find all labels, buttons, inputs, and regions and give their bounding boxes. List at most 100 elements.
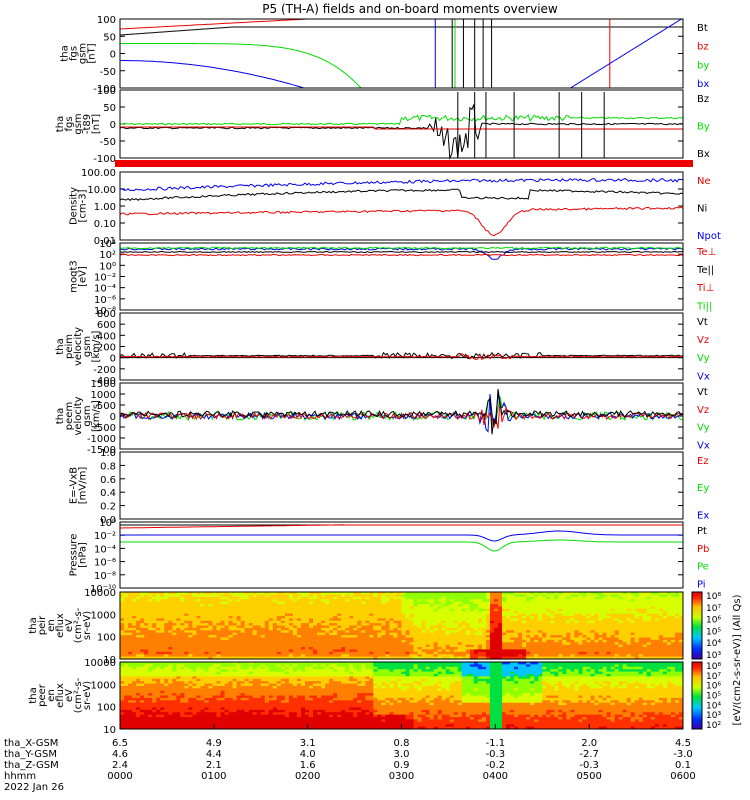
heatmap-cell [473,642,479,646]
heatmap-cell [337,611,342,615]
heatmap-cell [646,632,652,636]
heatmap-cell [200,705,206,709]
heatmap-cell [172,714,177,718]
heatmap-cell [160,656,165,660]
heatmap-cell [132,688,137,692]
heatmap-cell [196,724,202,728]
heatmap-cell [292,615,298,619]
heatmap-cell [120,654,125,658]
heatmap-cell [437,603,443,607]
heatmap-cell [188,594,193,598]
heatmap-cell [453,654,459,658]
heatmap-cell [345,642,350,646]
heatmap-cell [485,615,491,619]
heatmap-cell [401,611,407,615]
heatmap-cell [409,606,415,610]
heatmap-cell [132,627,137,631]
heatmap-cell [634,606,640,610]
heatmap-cell [654,651,660,655]
heatmap-cell [650,625,656,629]
heatmap-cell [313,627,318,631]
heatmap-cell [658,635,664,639]
heatmap-cell [184,611,189,615]
heatmap-cell [393,606,399,610]
heatmap-cell [433,647,439,651]
heatmap-cell [554,606,559,610]
heatmap-cell [598,649,604,653]
heatmap-cell [128,664,133,668]
heatmap-cell [337,615,342,619]
heatmap-cell [542,627,547,631]
heatmap-cell [144,635,149,639]
heatmap-cell [457,632,463,636]
heatmap-cell [345,599,350,603]
heatmap-cell [224,596,230,600]
heatmap-cell [128,623,133,627]
heatmap-cell [489,642,495,646]
y-tick-label: -1000 [87,434,116,445]
heatmap-cell [120,693,125,697]
y-tick-label: -500 [93,423,116,434]
heatmap-cell [276,635,282,639]
heatmap-cell [674,601,680,605]
heatmap-cell [594,601,600,605]
heatmap-cell [148,618,153,622]
heatmap-cell [489,656,495,660]
heatmap-cell [381,656,387,660]
heatmap-cell [421,606,427,610]
panel-frame [119,451,684,520]
heatmap-cell [264,637,270,641]
heatmap-cell [594,649,600,653]
heatmap-cell [654,649,660,653]
heatmap-cell [156,666,161,670]
heatmap-cell [357,644,362,648]
heatmap-cell [176,662,181,665]
heatmap-cell [630,637,636,641]
heatmap-cell [353,615,358,619]
heatmap-cell [554,594,559,598]
heatmap-cell [562,613,567,617]
heatmap-cell [176,654,181,658]
heatmap-cell [120,714,125,718]
heatmap-cell [224,627,230,631]
heatmap-cell [361,592,366,595]
heatmap-cell [534,642,539,646]
heatmap-cell [397,615,403,619]
heatmap-cell [341,656,346,660]
heatmap-cell [236,656,242,660]
heatmap-cell [550,606,555,610]
heatmap-cell [180,654,185,658]
heatmap-cell [449,608,455,612]
heatmap-cell [614,639,620,643]
heatmap-cell [566,651,571,655]
heatmap-cell [662,637,668,641]
heatmap-cell [393,596,399,600]
heatmap-cell [156,620,161,624]
heatmap-cell [172,599,177,603]
heatmap-cell [566,615,571,619]
heatmap-cell [357,594,362,598]
heatmap-cell [216,627,222,631]
heatmap-cell [276,618,282,622]
heatmap-cell [188,654,193,658]
heatmap-cell [244,606,250,610]
heatmap-cell [526,594,531,598]
heatmap-cell [369,618,374,622]
heatmap-cell [570,594,576,598]
heatmap-cell [176,709,181,713]
heatmap-cell [164,669,169,673]
heatmap-cell [160,654,165,658]
heatmap-cell [397,632,403,636]
heatmap-cell [120,705,125,709]
heatmap-cell [654,627,660,631]
heatmap-cell [160,651,165,655]
heatmap-cell [586,596,592,600]
heatmap-cell [638,637,644,641]
heatmap-cell [172,705,177,709]
heatmap-cell [489,654,495,658]
heatmap-cell [582,615,588,619]
y-tick-label: 400 [97,331,116,342]
heatmap-cell [180,666,185,670]
heatmap-cell [124,676,129,680]
heatmap-cell [136,712,141,716]
